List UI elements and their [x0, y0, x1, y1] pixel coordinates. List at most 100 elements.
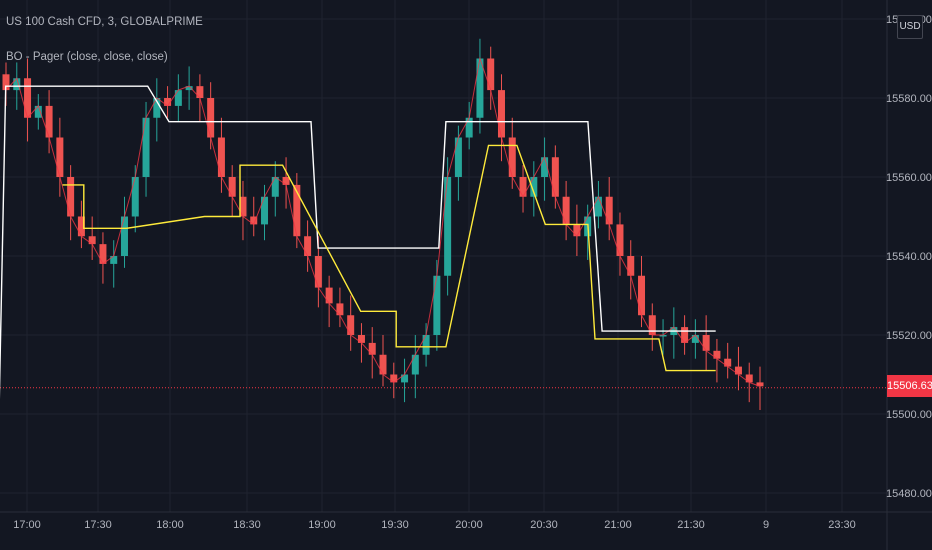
candle-body	[659, 335, 667, 337]
candle-body	[465, 117, 473, 138]
close-series-line	[5, 56, 761, 387]
candle-body	[379, 354, 387, 375]
candle-body	[401, 374, 409, 383]
y-tick-label: 15580.00	[886, 93, 932, 105]
candle-body	[702, 335, 710, 351]
candle-body	[325, 287, 333, 304]
candle-body	[508, 137, 516, 177]
candle-body	[347, 315, 355, 335]
candle-body	[77, 216, 85, 237]
candle-body	[110, 256, 118, 264]
candle-body	[627, 256, 635, 276]
x-tick-label: 21:00	[604, 519, 632, 531]
candle-body	[745, 374, 753, 383]
candle-body	[454, 137, 462, 177]
candle-body	[2, 74, 10, 91]
x-tick-label: 20:00	[455, 519, 483, 531]
x-tick-label: 17:30	[84, 519, 112, 531]
x-tick-label: 17:00	[13, 519, 41, 531]
candle-body	[734, 366, 742, 375]
candle-body	[681, 327, 689, 343]
candle-body	[541, 157, 549, 177]
pager-lines	[0, 85, 716, 400]
candle-body	[562, 196, 570, 225]
y-tick-label: 15480.00	[886, 488, 932, 500]
currency-button[interactable]: USD	[897, 15, 923, 39]
candle-body	[433, 275, 441, 335]
candle-body	[271, 177, 279, 197]
pager-inner-line	[62, 144, 716, 372]
y-tick-label: 15540.00	[886, 251, 932, 263]
candle-body	[293, 184, 301, 237]
x-tick-label: 23:30	[828, 519, 856, 531]
x-tick-label: 18:30	[233, 519, 261, 531]
candle-body	[530, 177, 538, 197]
candle-body	[174, 90, 182, 106]
candle-body	[314, 256, 322, 288]
last-price-tag: 15506.63	[887, 375, 932, 397]
chart-grid	[0, 0, 887, 512]
candle-body	[131, 177, 139, 217]
candle-body	[56, 137, 64, 177]
candle-body	[45, 105, 53, 138]
candle-body	[476, 58, 484, 118]
candle-body	[724, 358, 732, 367]
candle-body	[34, 105, 42, 118]
candle-body	[573, 224, 581, 237]
candle-body	[616, 224, 624, 256]
x-tick-label: 20:30	[530, 519, 558, 531]
candle-body	[153, 98, 161, 118]
candle-body	[142, 117, 150, 177]
candle-body	[304, 236, 312, 256]
candle-body	[422, 335, 430, 355]
y-tick-label: 15560.00	[886, 172, 932, 184]
candle-body	[519, 177, 527, 197]
candle-body	[497, 90, 505, 138]
candle-body	[756, 382, 764, 387]
x-tick-label: 18:00	[156, 519, 184, 531]
candle-body	[594, 196, 602, 217]
candle-body	[228, 177, 236, 197]
candle-body	[282, 177, 290, 185]
candle-body	[196, 86, 204, 98]
candle-body	[217, 137, 225, 177]
candle-body	[164, 98, 172, 106]
candle-body	[638, 275, 646, 316]
candle-body	[99, 244, 107, 264]
x-tick-label: 19:00	[308, 519, 336, 531]
candle-body	[24, 78, 32, 118]
candle-body	[357, 335, 365, 343]
candlesticks	[2, 38, 764, 411]
candle-body	[691, 335, 699, 343]
candle-body	[185, 86, 193, 91]
candle-body	[261, 196, 269, 225]
candle-body	[368, 342, 376, 355]
symbol-title[interactable]: US 100 Cash CFD, 3, GLOBALPRIME	[6, 16, 203, 28]
x-tick-label: 19:30	[381, 519, 409, 531]
close-line	[5, 56, 761, 387]
candle-body	[239, 196, 247, 217]
y-tick-label: 15520.00	[886, 330, 932, 342]
y-tick-label: 15500.00	[886, 409, 932, 421]
candle-body	[88, 236, 96, 245]
candle-body	[336, 303, 344, 316]
candle-body	[250, 216, 258, 225]
candle-body	[487, 58, 495, 91]
candle-body	[67, 177, 75, 217]
x-tick-label: 9	[763, 519, 769, 531]
candle-body	[551, 157, 559, 197]
candle-body	[207, 98, 215, 138]
candle-body	[444, 177, 452, 276]
candle-body	[713, 350, 721, 359]
candle-body	[411, 354, 419, 375]
indicator-label[interactable]: BO - Pager (close, close, close)	[6, 51, 168, 63]
candle-body	[120, 216, 128, 256]
candle-body	[390, 374, 398, 383]
candle-body	[648, 315, 656, 335]
pager-outer-line	[0, 85, 716, 400]
candle-body	[13, 78, 21, 91]
candle-body	[605, 196, 613, 225]
x-tick-label: 21:30	[677, 519, 705, 531]
